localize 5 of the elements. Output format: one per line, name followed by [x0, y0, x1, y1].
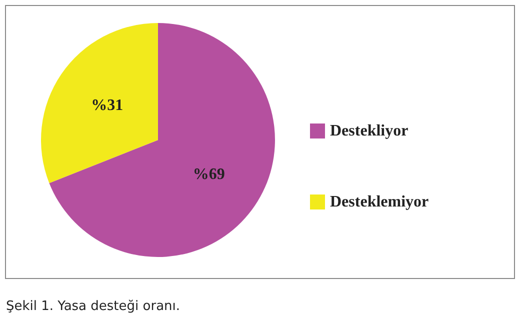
text: Şekil 1. Yasa desteği oranı. — [6, 299, 180, 314]
data-label: %31 — [91, 96, 124, 114]
legend-label: Destekliyor — [330, 122, 408, 140]
legend-label: Desteklemiyor — [330, 194, 429, 210]
data-label: %69 — [192, 166, 225, 184]
